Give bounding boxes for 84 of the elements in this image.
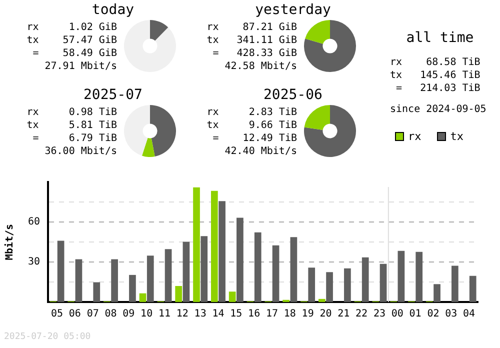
text: rx 87.21 GiB (206, 21, 297, 34)
text: tx 341.11 GiB (206, 34, 297, 47)
bar (57, 240, 64, 302)
bar (193, 187, 200, 302)
text: = 58.49 GiB (32, 47, 117, 60)
text: = 6.79 TiB (32, 132, 117, 145)
x-tick-label: 11 (158, 308, 171, 320)
x-tick-label: 20 (320, 308, 332, 320)
bar (469, 276, 476, 302)
bar (380, 264, 387, 302)
bar (164, 249, 172, 302)
text: = 12.49 TiB (212, 132, 297, 145)
x-tick-label: 13 (194, 308, 206, 320)
legend-label: rx (407, 130, 422, 143)
bar (139, 293, 146, 302)
text: = 428.33 GiB (212, 47, 297, 60)
chart-title: yesterday (254, 2, 332, 18)
bar (318, 298, 326, 302)
text: tx 145.46 TiB (390, 69, 480, 82)
chart-title: 2025-07 (82, 87, 144, 103)
bar (434, 284, 440, 302)
text: rx 68.58 TiB (390, 56, 480, 69)
y-axis-title: Mbit/s (4, 224, 16, 260)
x-tick-label: 10 (140, 308, 153, 320)
x-tick-label: 23 (373, 308, 386, 320)
bar (290, 237, 298, 302)
bar (175, 286, 182, 302)
text: 36.00 Mbit/s (44, 145, 117, 158)
x-tick-label: 16 (248, 308, 260, 320)
bar (93, 282, 100, 302)
x-tick-label: 18 (284, 308, 296, 320)
bar (75, 259, 82, 302)
text: tx 9.66 TiB (206, 119, 297, 132)
legend-label: tx (449, 130, 464, 143)
bar (254, 232, 262, 302)
bar (344, 268, 351, 302)
x-tick-label: 08 (104, 308, 117, 320)
bar (236, 218, 244, 302)
x-tick-label: 21 (338, 308, 350, 320)
x-tick-label: 01 (409, 308, 422, 320)
y-tick-label: 30 (28, 256, 40, 268)
x-tick-label: 06 (68, 308, 81, 320)
text: 42.58 Mbit/s (224, 60, 297, 73)
bar (308, 268, 316, 302)
x-tick-label: 17 (266, 308, 278, 320)
text: = 214.03 TiB (395, 82, 480, 95)
bar (146, 256, 154, 302)
bar (129, 274, 136, 302)
bar (272, 245, 280, 302)
bar (218, 201, 226, 302)
bar (111, 259, 118, 302)
x-tick-label: 22 (356, 308, 368, 320)
x-tick-label: 09 (122, 308, 135, 320)
x-tick-label: 05 (50, 308, 64, 320)
bar (228, 292, 236, 302)
x-tick-label: 07 (86, 308, 99, 320)
x-tick-label: 14 (212, 308, 224, 320)
x-tick-label: 00 (391, 308, 404, 320)
x-tick-label: 03 (445, 308, 458, 320)
x-tick-label: 15 (230, 308, 242, 320)
bar (326, 272, 333, 302)
x-tick-label: 02 (427, 308, 440, 320)
text: 42.40 Mbit/s (224, 145, 297, 158)
text: tx 57.47 GiB (26, 34, 117, 47)
bar (398, 250, 405, 302)
text: rx 0.98 TiB (26, 106, 117, 119)
bar (200, 236, 208, 302)
bar (452, 266, 458, 302)
text: rx 1.02 GiB (26, 21, 117, 34)
bar (182, 242, 190, 302)
bar (416, 252, 423, 302)
chart-title: today (90, 2, 136, 18)
bar (362, 257, 369, 302)
text: all time (405, 30, 475, 46)
text: since 2024-09-05 (390, 103, 486, 116)
chart-title: 2025-06 (262, 87, 324, 103)
x-tick-label: 19 (302, 308, 314, 320)
text: tx 5.81 TiB (26, 119, 117, 132)
text: rx 2.83 TiB (206, 106, 297, 119)
y-tick-label: 60 (28, 216, 40, 228)
bar (211, 190, 218, 302)
text: 27.91 Mbit/s (44, 60, 117, 73)
x-tick-label: 12 (176, 308, 188, 320)
x-tick-label: 04 (463, 308, 476, 320)
